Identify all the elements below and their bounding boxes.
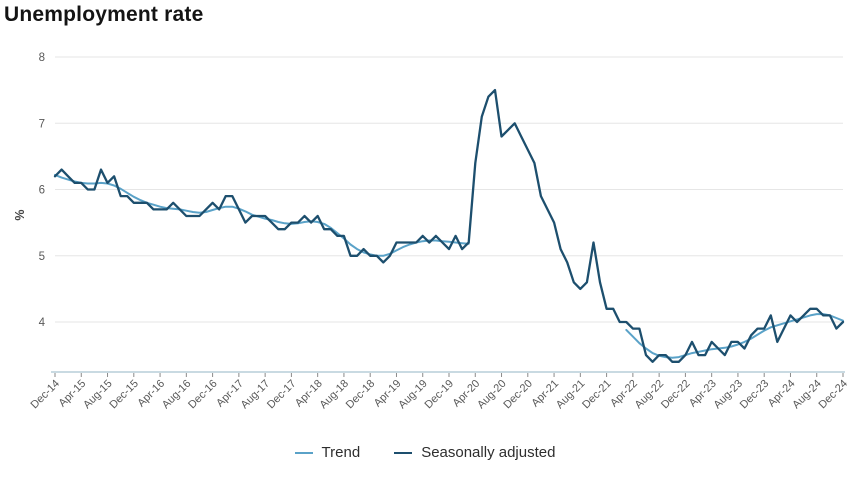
legend-item-trend: Trend <box>294 444 361 461</box>
x-tick-label-Dec-24: Dec-24 <box>817 378 850 412</box>
trend-line <box>54 173 844 359</box>
chart-title: Unemployment rate <box>4 3 204 26</box>
x-tick-label-Dec-23: Dec-23 <box>738 378 772 412</box>
y-axis-label: % <box>13 209 27 220</box>
x-tick-label-Dec-15: Dec-15 <box>107 378 141 412</box>
legend-item-seasonally-adjusted: Seasonally adjusted <box>394 444 555 461</box>
x-tick-label-Dec-14: Dec-14 <box>29 378 63 412</box>
y-tick-label-8: 8 <box>39 52 45 64</box>
x-tick-label-Dec-19: Dec-19 <box>423 378 457 412</box>
x-tick-label-Dec-20: Dec-20 <box>501 378 535 412</box>
x-tick-label-Dec-16: Dec-16 <box>186 378 220 412</box>
x-tick-label-Dec-18: Dec-18 <box>344 378 378 412</box>
legend-label-trend: Trend <box>321 444 361 461</box>
unemployment-rate-line-chart: 45678%Dec-14Apr-15Aug-15Dec-15Apr-16Aug-… <box>13 52 850 412</box>
trend-line-swatch-icon <box>294 451 313 454</box>
legend-label-seasonally-adjusted: Seasonally adjusted <box>421 444 556 461</box>
x-tick-label-Dec-17: Dec-17 <box>265 378 299 412</box>
y-tick-label-6: 6 <box>39 185 45 197</box>
y-tick-label-5: 5 <box>39 251 45 263</box>
seasonally-adjusted-line-swatch-icon <box>394 451 413 454</box>
seasonally-adjusted-line <box>53 88 845 363</box>
y-tick-label-7: 7 <box>39 118 45 130</box>
x-tick-label-Dec-22: Dec-22 <box>659 378 693 412</box>
x-tick-label-Dec-21: Dec-21 <box>580 378 614 412</box>
y-tick-label-4: 4 <box>39 317 46 329</box>
chart-legend: Trend Seasonally adjusted <box>0 444 850 461</box>
